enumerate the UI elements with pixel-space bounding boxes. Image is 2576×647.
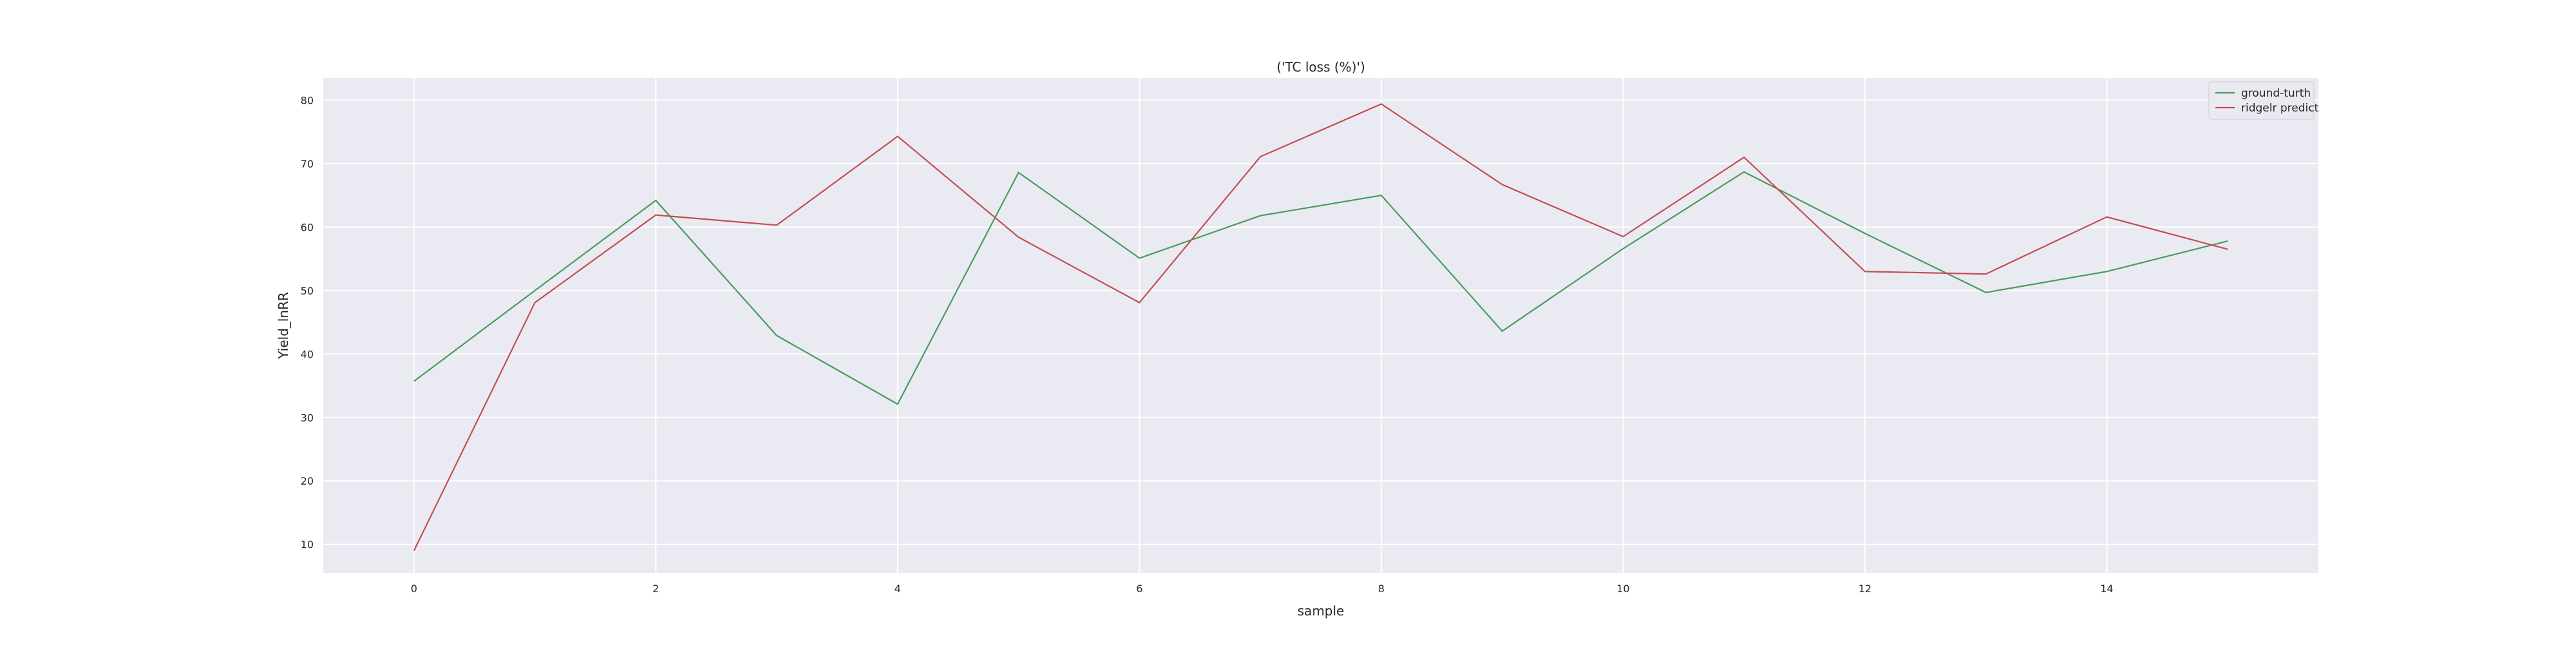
x-tick-label: 8	[1378, 583, 1385, 595]
grid	[323, 78, 2318, 573]
y-tick-label: 80	[301, 94, 314, 106]
y-tick-label: 30	[301, 412, 314, 424]
series-line-1	[413, 171, 2228, 405]
x-tick-label: 10	[1616, 583, 1629, 595]
plot-area	[323, 78, 2318, 573]
x-tick-label: 0	[411, 583, 417, 595]
x-tick-label: 6	[1136, 583, 1142, 595]
x-axis-ticks: 0 2 4 6 8 10 12 14	[411, 583, 2114, 595]
y-tick-label: 70	[301, 158, 314, 170]
x-tick-label: 14	[2100, 583, 2113, 595]
y-axis-ticks: 10 20 30 40 50 60 70 80	[301, 94, 314, 550]
y-tick-label: 20	[301, 475, 314, 487]
x-tick-label: 4	[895, 583, 901, 595]
legend-box	[2208, 81, 2315, 120]
y-tick-label: 50	[301, 285, 314, 297]
legend: ground-turth ridgelr predict	[2208, 81, 2319, 120]
y-tick-label: 60	[301, 221, 314, 233]
legend-label: ridgelr predict	[2241, 102, 2319, 115]
chart-title: ('TC loss (%)')	[1276, 59, 1365, 75]
legend-label: ground-turth	[2241, 87, 2311, 100]
x-tick-label: 12	[1859, 583, 1871, 595]
x-tick-label: 2	[652, 583, 659, 595]
x-axis-label: sample	[1298, 603, 1345, 619]
y-tick-label: 10	[301, 539, 314, 551]
series-lines	[413, 103, 2228, 552]
y-tick-label: 40	[301, 348, 314, 360]
series-line-2	[413, 103, 2228, 552]
y-axis-label: Yield_lnRR	[276, 292, 291, 360]
